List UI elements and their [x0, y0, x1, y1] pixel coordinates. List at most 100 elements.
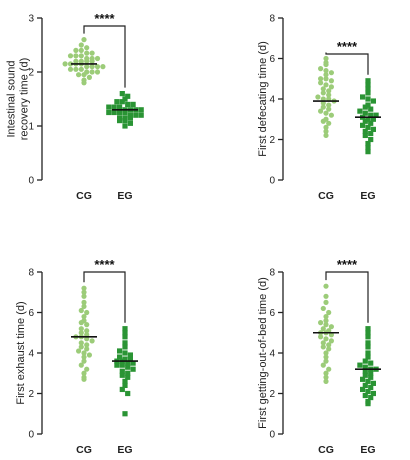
data-point-eg [127, 120, 133, 126]
y-tick-label: 4 [269, 349, 275, 360]
data-point-eg [362, 132, 368, 139]
data-point-eg [370, 390, 376, 397]
data-point-eg [122, 109, 128, 116]
data-point-cg [84, 69, 90, 75]
data-point-eg [365, 399, 371, 405]
data-point-cg [323, 354, 329, 360]
data-point-cg [78, 42, 84, 48]
y-axis-title: First defecating time (d) [257, 41, 269, 157]
data-point-eg [365, 140, 371, 147]
data-point-eg [127, 112, 133, 118]
data-point-cg [326, 102, 332, 108]
data-point-cg [320, 340, 326, 346]
data-point-eg [111, 109, 117, 116]
y-tick-label: 2 [269, 389, 275, 400]
data-point-cg [323, 374, 329, 380]
data-point-cg [84, 50, 90, 56]
data-point-eg [365, 350, 371, 356]
data-point-cg [81, 299, 87, 305]
data-point-eg [106, 104, 112, 110]
data-point-cg [323, 293, 329, 299]
x-category-label: EG [360, 444, 375, 456]
y-tick-label: 8 [269, 268, 275, 279]
data-point-eg [362, 372, 368, 378]
data-point-cg [323, 128, 329, 134]
data-point-eg [365, 330, 371, 336]
data-point-cg [318, 66, 324, 72]
data-point-eg [119, 362, 125, 368]
data-point-eg [117, 115, 123, 121]
significance-bracket [325, 271, 369, 323]
data-point-eg [362, 128, 368, 134]
data-point-eg [119, 99, 125, 105]
data-point-eg [365, 344, 371, 350]
data-point-eg [370, 126, 376, 132]
data-point-cg [81, 303, 87, 310]
data-point-cg [94, 69, 101, 75]
data-point-eg [365, 90, 371, 96]
data-point-cg [78, 326, 84, 332]
data-point-cg [81, 313, 87, 320]
data-point-cg [84, 64, 90, 70]
data-point-eg [125, 390, 131, 397]
data-point-cg [84, 322, 90, 328]
data-point-cg [326, 120, 332, 126]
data-point-eg [368, 360, 374, 366]
data-point-eg [122, 326, 128, 332]
data-point-eg [365, 334, 371, 340]
data-point-eg [119, 386, 125, 393]
data-point-cg [318, 108, 324, 114]
data-point-eg [130, 101, 136, 107]
data-point-cg [323, 124, 329, 130]
data-point-cg [326, 346, 332, 352]
data-point-cg [89, 64, 95, 70]
data-point-eg [360, 386, 366, 393]
data-point-eg [127, 352, 133, 358]
data-point-cg [326, 309, 332, 316]
data-point-cg [78, 66, 84, 72]
data-point-eg [362, 104, 368, 110]
data-point-cg [323, 132, 329, 139]
data-point-cg [320, 305, 326, 312]
data-point-cg [81, 358, 87, 364]
data-point-cg [318, 80, 324, 86]
data-point-cg [328, 84, 334, 90]
y-axis-title-line: Intestinal sound [6, 60, 18, 137]
data-point-cg [323, 72, 329, 78]
data-point-eg [122, 330, 128, 336]
data-point-cg [326, 88, 332, 94]
data-point-cg [84, 342, 90, 348]
data-point-cg [78, 362, 84, 368]
data-point-eg [368, 106, 374, 112]
data-point-eg [365, 388, 371, 395]
data-point-cg [78, 330, 84, 336]
data-point-cg [328, 324, 334, 330]
data-point-cg [323, 59, 329, 66]
significance-label: **** [94, 257, 115, 272]
data-point-cg [323, 299, 329, 305]
data-point-eg [365, 149, 371, 155]
data-point-eg [365, 326, 371, 332]
data-point-cg [323, 370, 329, 376]
data-point-cg [94, 64, 101, 70]
data-point-eg [122, 118, 128, 124]
data-point-eg [122, 123, 128, 129]
data-point-cg [78, 47, 84, 54]
data-point-cg [328, 338, 334, 344]
data-point-cg [323, 336, 329, 342]
y-tick-label: 4 [269, 95, 275, 106]
data-point-eg [368, 374, 374, 380]
data-point-cg [320, 362, 326, 368]
data-point-cg [78, 307, 84, 314]
chart-panel-1: 0 1 2 3 Intestinal soundrecovery time (d) CG E… [6, 11, 144, 202]
data-point-eg [122, 356, 128, 362]
data-point-cg [81, 37, 87, 43]
data-point-cg [328, 78, 334, 84]
y-tick-label: 0 [269, 176, 275, 187]
data-point-cg [326, 92, 332, 98]
data-point-cg [81, 289, 87, 295]
data-point-eg [114, 362, 120, 368]
data-point-cg [81, 374, 87, 380]
